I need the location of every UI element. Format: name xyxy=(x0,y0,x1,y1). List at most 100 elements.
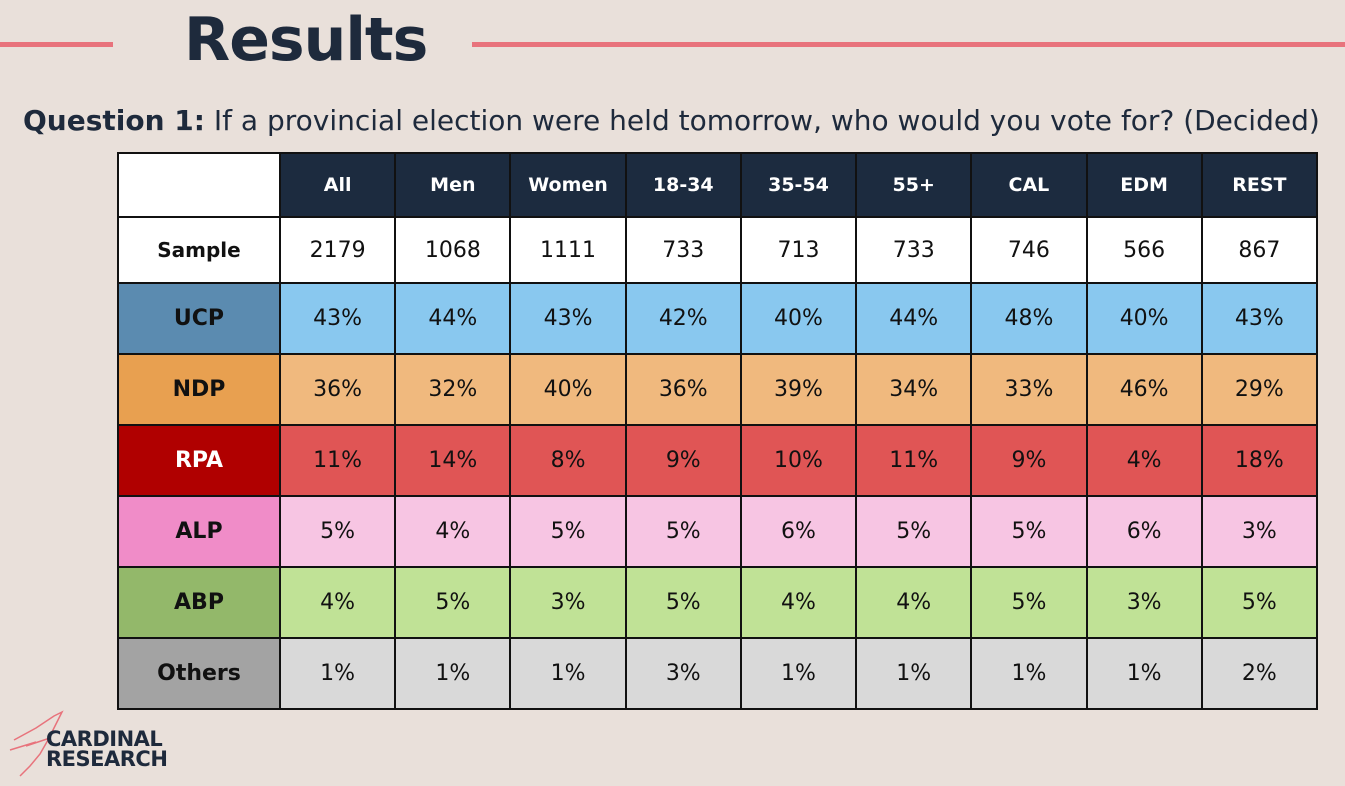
column-header: Men xyxy=(394,152,512,218)
table-row: UCP 43% 44% 43% 42% 40% 44% 48% 40% 43% xyxy=(117,282,1319,355)
table-cell: 5% xyxy=(855,495,973,568)
table-cell: 713 xyxy=(739,216,858,284)
column-header: 18-34 xyxy=(624,152,742,218)
table-cell: 44% xyxy=(855,282,973,355)
table-cell: 5% xyxy=(394,566,512,639)
table-cell: 3% xyxy=(624,637,742,710)
row-label: ALP xyxy=(117,495,281,568)
table-cell: 33% xyxy=(970,353,1088,426)
results-table: All Men Women 18-34 35-54 55+ CAL EDM REST Sample… xyxy=(117,152,1319,710)
table-cell: 4% xyxy=(394,495,512,568)
table-row: NDP 36% 32% 40% 36% 39% 34% 33% 46% 29% xyxy=(117,353,1319,426)
table-cell: 5% xyxy=(278,495,397,568)
logo-bird xyxy=(9,710,64,777)
table-cell: 39% xyxy=(739,353,858,426)
table-cell: 10% xyxy=(739,424,858,497)
column-header: Women xyxy=(509,152,627,218)
logo-text: CARDINAL xyxy=(46,727,163,751)
table-cell: 1068 xyxy=(394,216,512,284)
table-row: ALP 5% 4% 5% 5% 6% 5% 5% 6% 3% xyxy=(117,495,1319,568)
table-cell: 4% xyxy=(855,566,973,639)
table-cell: 18% xyxy=(1200,424,1319,497)
table-row: Sample 2179 1068 1111 733 713 733 746 566 867 xyxy=(117,216,1319,284)
table-cell: 6% xyxy=(1085,495,1203,568)
table-cell: 11% xyxy=(855,424,973,497)
logo-text: RESEARCH xyxy=(46,747,168,771)
table-cell: 4% xyxy=(739,566,858,639)
table-cell: 1% xyxy=(970,637,1088,710)
table-cell: 5% xyxy=(1200,566,1319,639)
table-cell: 36% xyxy=(624,353,742,426)
table-cell: 48% xyxy=(970,282,1088,355)
table-cell: 1% xyxy=(855,637,973,710)
table-cell: 9% xyxy=(970,424,1088,497)
table-cell: 5% xyxy=(970,566,1088,639)
table-cell: 2% xyxy=(1200,637,1319,710)
table-cell: 1% xyxy=(739,637,858,710)
row-label: NDP xyxy=(117,353,281,426)
table-cell: 733 xyxy=(624,216,742,284)
column-header: All xyxy=(278,152,397,218)
row-label: Others xyxy=(117,637,281,710)
table-cell: 11% xyxy=(278,424,397,497)
table-cell: 1111 xyxy=(509,216,627,284)
row-label: Sample xyxy=(117,216,281,284)
table-cell: 3% xyxy=(1085,566,1203,639)
logo: CARDINAL RESEARCH xyxy=(6,710,176,780)
column-header: EDM xyxy=(1085,152,1203,218)
table-cell: 5% xyxy=(970,495,1088,568)
table-cell: 14% xyxy=(394,424,512,497)
table-row: ABP 4% 5% 3% 5% 4% 4% 5% 3% 5% xyxy=(117,566,1319,639)
question-text: If a provincial election were held tomor… xyxy=(213,104,1320,137)
row-label: UCP xyxy=(117,282,281,355)
corner-cell xyxy=(117,152,281,218)
table-cell: 43% xyxy=(1200,282,1319,355)
table-cell: 4% xyxy=(278,566,397,639)
table-cell: 746 xyxy=(970,216,1088,284)
table-cell: 32% xyxy=(394,353,512,426)
table-cell: 29% xyxy=(1200,353,1319,426)
title: Results xyxy=(184,5,428,75)
header-row: All Men Women 18-34 35-54 55+ CAL EDM REST xyxy=(117,152,1319,218)
table-cell: 3% xyxy=(509,566,627,639)
row-label: ABP xyxy=(117,566,281,639)
table-cell: 733 xyxy=(855,216,973,284)
table-cell: 1% xyxy=(509,637,627,710)
column-header: REST xyxy=(1200,152,1319,218)
table-cell: 4% xyxy=(1085,424,1203,497)
table-cell: 1% xyxy=(1085,637,1203,710)
table-cell: 40% xyxy=(509,353,627,426)
rule xyxy=(472,42,1345,47)
table-cell: 566 xyxy=(1085,216,1203,284)
table-cell: 5% xyxy=(624,566,742,639)
question-label: Question 1: xyxy=(23,104,205,137)
table-cell: 43% xyxy=(278,282,397,355)
question: Question 1: If a provincial election wer… xyxy=(23,102,1320,140)
table-cell: 44% xyxy=(394,282,512,355)
table-cell: 8% xyxy=(509,424,627,497)
table-cell: 9% xyxy=(624,424,742,497)
table-row: RPA 11% 14% 8% 9% 10% 11% 9% 4% 18% xyxy=(117,424,1319,497)
table-cell: 1% xyxy=(394,637,512,710)
table-cell: 6% xyxy=(739,495,858,568)
table-row: Others 1% 1% 1% 3% 1% 1% 1% 1% 2% xyxy=(117,637,1319,710)
table-cell: 1% xyxy=(278,637,397,710)
column-header: CAL xyxy=(970,152,1088,218)
table-cell: 5% xyxy=(624,495,742,568)
table-cell: 867 xyxy=(1200,216,1319,284)
table-cell: 40% xyxy=(1085,282,1203,355)
rule xyxy=(0,42,113,47)
table-cell: 40% xyxy=(739,282,858,355)
column-header: 55+ xyxy=(855,152,973,218)
table-cell: 42% xyxy=(624,282,742,355)
table-cell: 46% xyxy=(1085,353,1203,426)
table-cell: 36% xyxy=(278,353,397,426)
table-cell: 5% xyxy=(509,495,627,568)
table-cell: 3% xyxy=(1200,495,1319,568)
row-label: RPA xyxy=(117,424,281,497)
table-cell: 34% xyxy=(855,353,973,426)
table-cell: 43% xyxy=(509,282,627,355)
table-cell: 2179 xyxy=(278,216,397,284)
column-header: 35-54 xyxy=(739,152,858,218)
